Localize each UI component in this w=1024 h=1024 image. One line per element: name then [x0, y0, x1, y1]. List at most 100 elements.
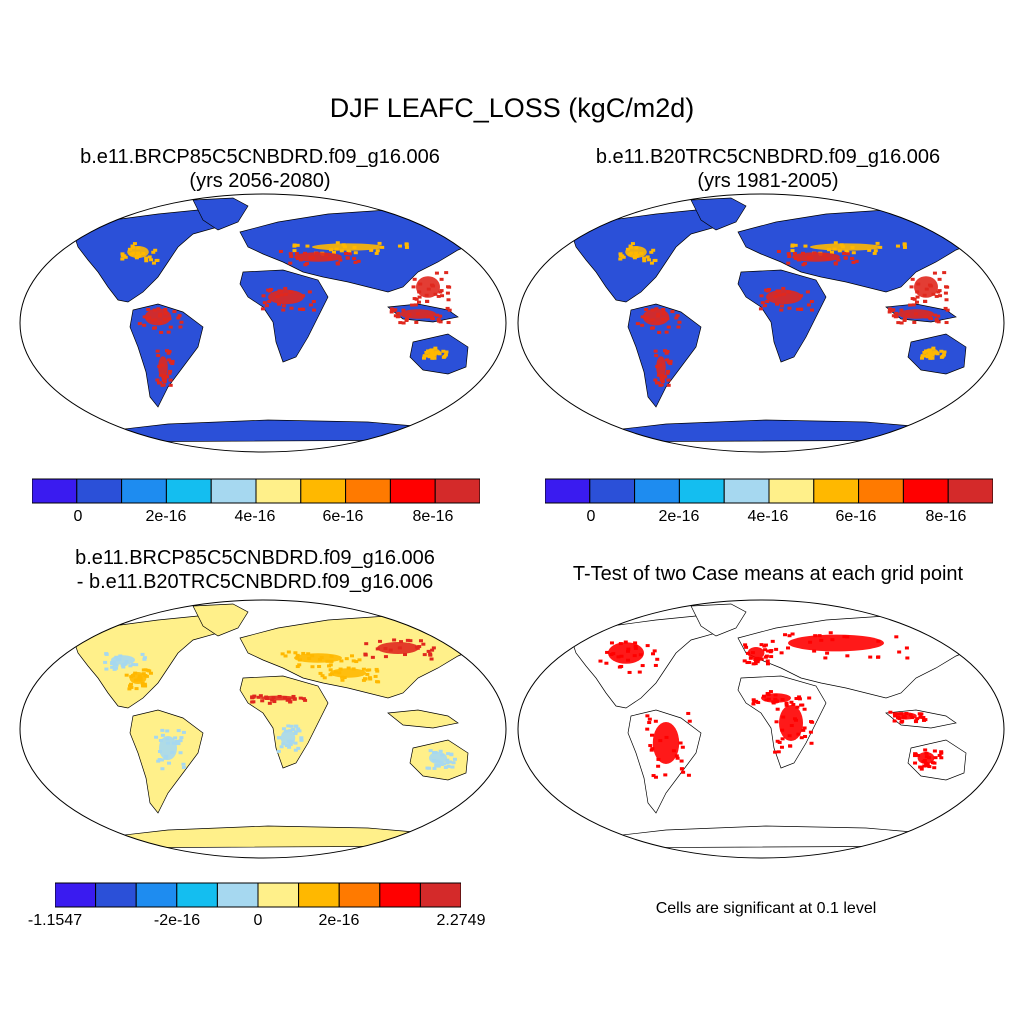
grid-cell: [796, 307, 801, 311]
cb1-label-1: 2e-16: [145, 508, 187, 525]
grid-cell: [670, 310, 675, 314]
colorbar-swatch: [434, 478, 480, 504]
grid-cell: [888, 710, 893, 714]
grid-cell: [936, 314, 941, 318]
grid-cell: [144, 259, 149, 263]
grid-cell: [354, 660, 359, 664]
grid-cell: [170, 362, 175, 366]
grid-cell: [890, 308, 895, 312]
land-africa: [737, 269, 827, 363]
grid-cell: [412, 277, 417, 281]
grid-cell: [653, 775, 658, 779]
grid-cell: [414, 297, 419, 301]
grid-cell: [444, 271, 449, 275]
grid-cell: [939, 751, 944, 755]
grid-cell: [793, 243, 798, 247]
grid-cluster: [792, 252, 840, 262]
grid-cell: [943, 291, 948, 295]
grid-cell: [416, 300, 421, 304]
grid-cell: [296, 727, 301, 731]
land-indonesia: [387, 709, 459, 729]
grid-cell: [919, 765, 924, 769]
grid-cell: [301, 697, 306, 701]
map-20thc: [517, 193, 1005, 453]
grid-cell: [445, 761, 450, 765]
grid-cell: [446, 285, 451, 289]
cb3-label-4: 2.2749: [436, 912, 486, 929]
grid-cell: [650, 733, 655, 737]
panel1-title-line2: (yrs 2056-2080): [189, 170, 331, 192]
colorbar-swatch: [902, 478, 949, 504]
grid-cell: [932, 749, 937, 753]
cb1-label-2: 4e-16: [234, 508, 276, 525]
grid-cell: [836, 258, 841, 262]
grid-cell: [887, 307, 892, 311]
grid-cell: [110, 665, 115, 669]
grid-cell: [438, 290, 443, 294]
colorbar-swatch: [76, 478, 123, 504]
grid-cell: [944, 285, 949, 289]
colorbar-swatch: [55, 882, 97, 908]
land-greenland: [192, 603, 249, 637]
grid-cell: [773, 750, 778, 754]
grid-cell: [774, 647, 779, 651]
grid-cell: [810, 308, 815, 312]
grid-cell: [427, 354, 432, 358]
grid-cell: [762, 644, 767, 648]
grid-cell: [660, 380, 665, 384]
grid-cell: [328, 673, 333, 677]
colorbar-swatch: [255, 478, 302, 504]
grid-cell: [295, 665, 300, 669]
grid-cell: [389, 310, 394, 314]
grid-cluster: [268, 289, 304, 305]
grid-cell: [177, 314, 182, 318]
grid-cell: [298, 696, 303, 700]
grid-cell: [351, 659, 356, 663]
grid-cell: [353, 260, 358, 264]
grid-cell: [781, 286, 786, 290]
grid-cell: [780, 737, 785, 741]
grid-cell: [173, 736, 178, 740]
significance-note: Cells are significant at 0.1 level: [655, 900, 877, 917]
grid-cell: [276, 749, 281, 753]
grid-cell: [645, 255, 650, 259]
grid-cell: [295, 653, 300, 657]
grid-cell: [345, 256, 350, 260]
grid-cell: [293, 732, 298, 736]
grid-cell: [276, 736, 281, 740]
grid-cell: [802, 726, 807, 730]
grid-cell: [651, 248, 656, 252]
grid-cell: [801, 728, 806, 732]
grid-cell: [789, 700, 794, 704]
panel1-title-line1: b.e11.BRCP85C5CNBDRD.f09_g16.006: [80, 146, 440, 168]
grid-cell: [932, 271, 937, 275]
colorbar-swatch: [121, 478, 167, 504]
grid-cell: [642, 256, 647, 260]
grid-cell: [376, 680, 381, 684]
grid-cell: [272, 700, 277, 704]
grid-cell: [915, 295, 920, 299]
grid-cell: [142, 657, 147, 661]
grid-cell: [649, 261, 654, 265]
grid-cell: [779, 308, 784, 312]
grid-cell: [445, 758, 450, 762]
grid-cell: [292, 249, 297, 253]
grid-cell: [640, 315, 645, 319]
grid-cell: [403, 653, 408, 657]
grid-cell: [142, 656, 147, 660]
grid-cell: [760, 301, 765, 305]
grid-cell: [647, 721, 652, 725]
grid-cell: [784, 701, 789, 705]
grid-cell: [605, 650, 610, 654]
grid-cell: [422, 354, 427, 358]
grid-cell: [396, 311, 401, 315]
grid-cell: [280, 652, 285, 656]
grid-cell: [664, 351, 669, 355]
grid-cluster: [895, 712, 917, 720]
grid-cell: [250, 696, 255, 700]
grid-cell: [943, 306, 948, 310]
grid-cell: [417, 295, 422, 299]
grid-cell: [389, 307, 394, 311]
grid-cell: [297, 729, 302, 733]
colorbar-swatch: [216, 882, 259, 908]
